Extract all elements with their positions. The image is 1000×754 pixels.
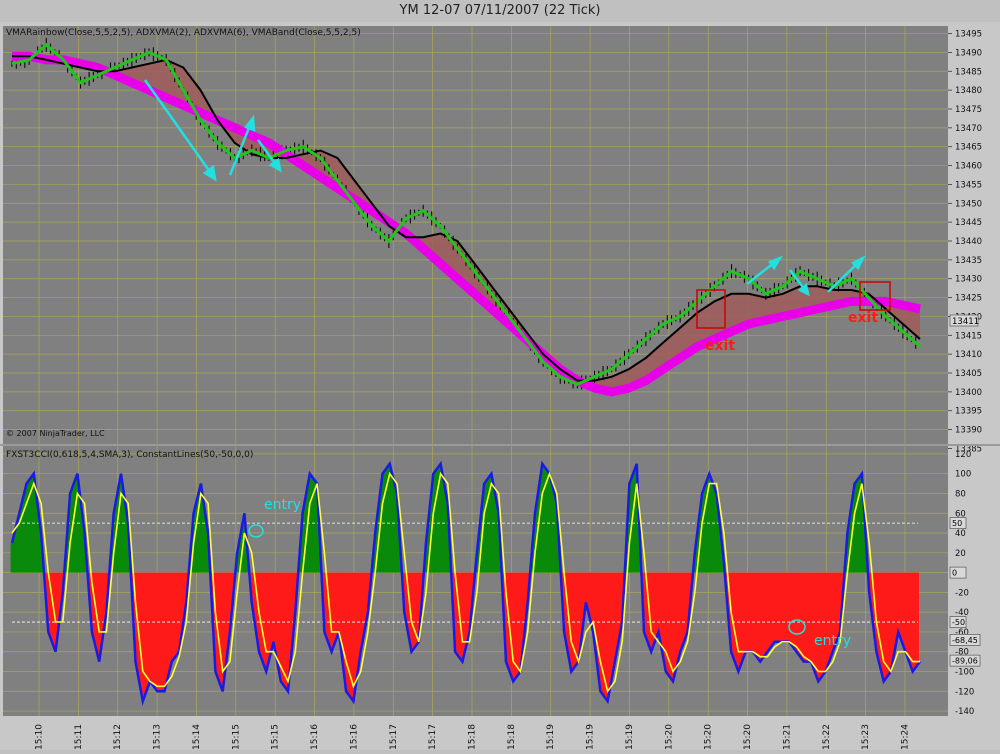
- osc-badge: 50: [952, 519, 962, 528]
- x-tick-label: 15:21: [782, 724, 792, 750]
- entry-circle-2: [788, 619, 806, 635]
- x-tick-label: 15:14: [192, 724, 202, 750]
- price-y-tick-label: 13445: [955, 218, 982, 228]
- exit-box-1: [696, 289, 726, 329]
- osc-badge: -68,45: [952, 636, 978, 645]
- x-tick-label: 15:18: [507, 724, 517, 750]
- entry-circle-1: [248, 524, 264, 538]
- price-y-tick-label: 13480: [955, 86, 982, 96]
- last-price-badge: 13411: [952, 317, 979, 327]
- price-y-tick-label: 13465: [955, 143, 982, 153]
- adxvma-fast-line: [11, 42, 921, 386]
- price-indicator-label: VMARainbow(Close,5,5,2,5), ADXVMA(2), AD…: [6, 28, 361, 38]
- x-tick-label: 15:17: [389, 724, 399, 750]
- x-tick-label: 15:15: [231, 724, 241, 750]
- osc-badge-box: [949, 654, 981, 667]
- osc-y-tick-label: -20: [955, 588, 969, 598]
- osc-badge-box: [949, 634, 981, 646]
- entry-label-2: entry: [814, 633, 851, 649]
- osc-badge-box: [949, 566, 967, 579]
- osc-y-tick-label: -80: [955, 648, 969, 658]
- trend-arrows: [143, 79, 866, 297]
- osc-y-tick-label: 80: [955, 489, 966, 499]
- price-y-tick-label: 13485: [955, 67, 982, 77]
- price-y-tick-label: 13440: [955, 237, 982, 247]
- adxvma-slow-line: [12, 55, 921, 382]
- price-y-tick-label: 13395: [955, 407, 982, 417]
- osc-badge: -50: [952, 618, 965, 627]
- x-tick-label: 15:20: [664, 724, 674, 750]
- exit-label-1: exit: [705, 338, 735, 354]
- price-y-tick-label: 13455: [955, 180, 982, 190]
- osc-y-tick-label: -60: [955, 628, 969, 638]
- exit-box-2: [859, 281, 891, 311]
- vma-band-fill: [12, 56, 920, 392]
- x-tick-label: 15:20: [743, 724, 753, 750]
- price-y-tick-label: 13405: [955, 369, 982, 379]
- price-y-tick-label: 13410: [955, 350, 982, 360]
- osc-right-badges: 50 0 -50 -68,45 -89,06: [949, 517, 981, 667]
- osc-y-tick-label: 20: [955, 549, 966, 559]
- cci-line: [10, 460, 922, 706]
- chart-svg[interactable]: 1338513390133951340013405134101341513420…: [0, 22, 1000, 750]
- exit-label-2: exit: [848, 310, 878, 326]
- price-y-tick-label: 13390: [955, 426, 982, 436]
- x-tick-label: 15:11: [74, 724, 84, 750]
- price-y-tick-label: 13460: [955, 162, 982, 172]
- signal-line: [11, 471, 920, 694]
- x-tick-label: 15:12: [113, 724, 123, 750]
- price-y-tick-label: 13435: [955, 256, 982, 266]
- price-y-tick-label: 13495: [955, 30, 982, 40]
- osc-y-tick-label: 40: [955, 529, 966, 539]
- x-tick-label: 15:16: [349, 724, 359, 750]
- x-tick-label: 15:22: [822, 724, 832, 750]
- osc-y-tick-label: -140: [955, 707, 974, 717]
- vma-rainbow-line: [12, 51, 921, 397]
- osc-y-tick-label: -120: [955, 687, 974, 697]
- osc-y-tick-label: -40: [955, 608, 969, 618]
- osc-y-axis: -140 -120 -100 -80 -60 -40 -20 0 20 40 60 80 100 120: [955, 450, 974, 717]
- osc-indicator-label: FXST3CCI(0,618,5,4,SMA,3), ConstantLines…: [6, 450, 253, 460]
- price-y-tick-label: 13425: [955, 294, 982, 304]
- price-y-tick-label: 13450: [955, 199, 982, 209]
- x-tick-label: 15:19: [586, 724, 596, 750]
- price-y-tick-label: 13415: [955, 331, 982, 341]
- chart-window: 1338513390133951340013405134101341513420…: [0, 22, 1000, 750]
- price-y-tick-label: 13490: [955, 48, 982, 58]
- osc-badge-box: [949, 616, 967, 628]
- price-y-tick-label: 13470: [955, 124, 982, 134]
- x-tick-label: 15:23: [861, 724, 871, 750]
- x-tick-label: 15:24: [901, 724, 911, 750]
- x-tick-label: 15:15: [271, 724, 281, 750]
- price-y-tick-label: 13475: [955, 105, 982, 115]
- price-y-tick-label: 13385: [955, 444, 982, 454]
- copyright-label: © 2007 NinjaTrader, LLC: [6, 429, 105, 438]
- price-y-tick-label: 13400: [955, 388, 982, 398]
- x-tick-label: 15:10: [35, 724, 45, 750]
- osc-y-tick-label: -100: [955, 667, 974, 677]
- price-y-axis: 1338513390133951340013405134101341513420…: [948, 30, 982, 454]
- x-tick-label: 15:13: [153, 724, 163, 750]
- osc-y-tick-label: 120: [955, 450, 971, 460]
- x-tick-label: 15:18: [468, 724, 478, 750]
- osc-y-tick-label: 100: [955, 470, 971, 480]
- arrow-down-1: [143, 79, 217, 180]
- window-title: YM 12-07 07/11/2007 (22 Tick): [399, 3, 601, 18]
- osc-y-tick-label: 60: [955, 509, 966, 519]
- x-tick-label: 15:16: [310, 724, 320, 750]
- osc-badge: -89,06: [952, 657, 978, 666]
- time-x-axis: 15:10 15:11 15:12 15:13 15:14 15:15 15:15 15:16…: [35, 724, 911, 750]
- x-tick-label: 15:19: [625, 724, 635, 750]
- price-y-tick-label: 13430: [955, 275, 982, 285]
- entry-label-1: entry: [264, 497, 301, 513]
- osc-badge: 0: [952, 569, 957, 578]
- x-tick-label: 15:19: [546, 724, 556, 750]
- x-tick-label: 15:17: [428, 724, 438, 750]
- osc-badge-box: [949, 517, 967, 529]
- x-tick-label: 15:20: [704, 724, 714, 750]
- last-price-badge-box: [949, 314, 979, 327]
- price-grid: [3, 26, 948, 456]
